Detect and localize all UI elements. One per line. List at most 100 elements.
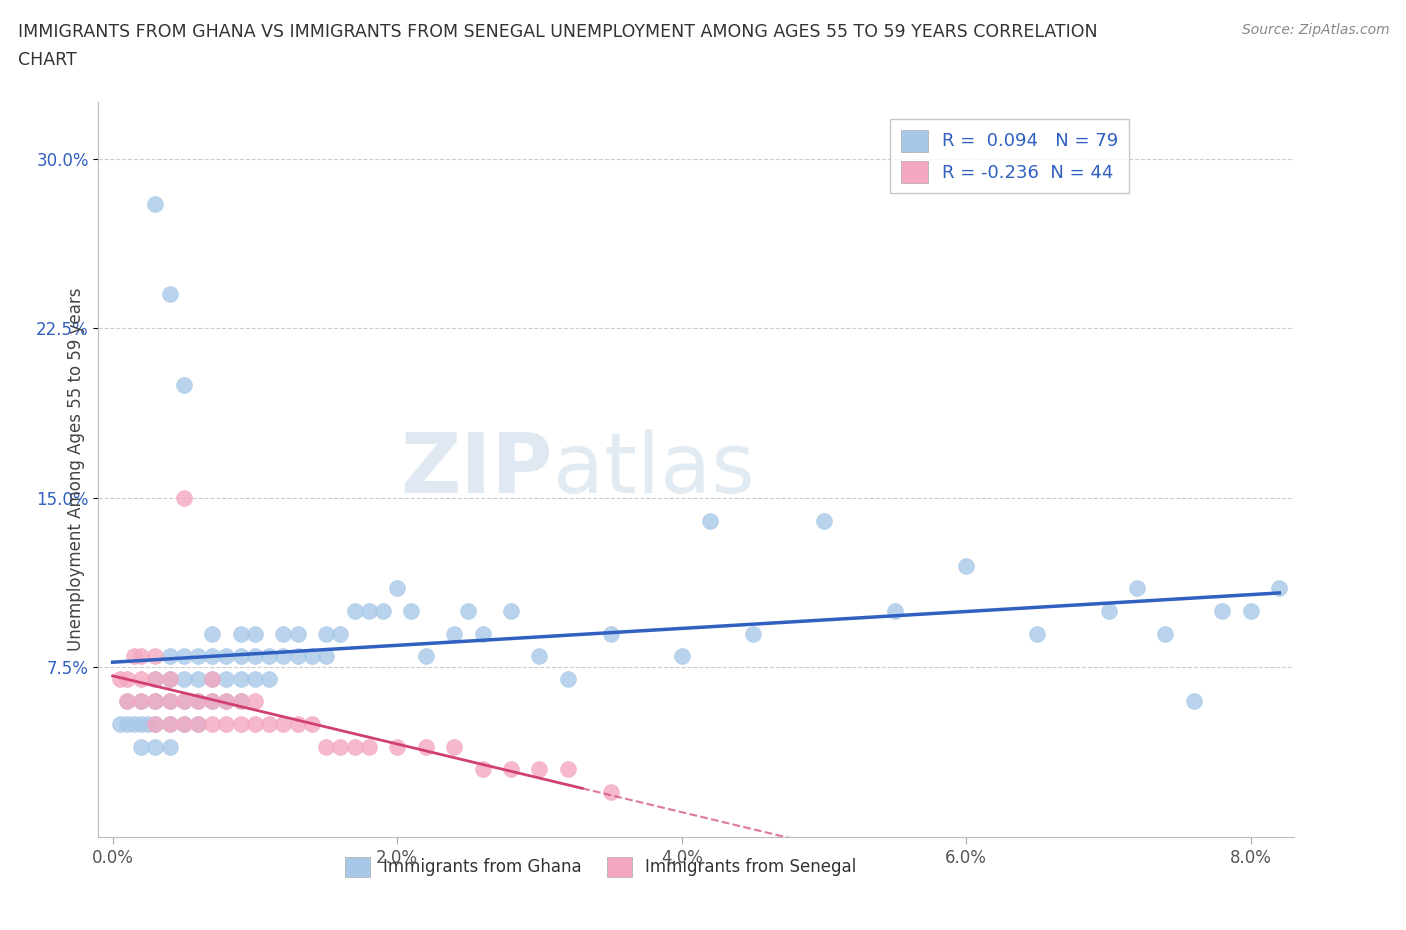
Point xyxy=(187,716,209,731)
Point xyxy=(287,716,309,731)
Point xyxy=(201,626,224,641)
Point xyxy=(159,694,181,709)
Point xyxy=(143,671,166,686)
Point xyxy=(143,649,166,664)
Point xyxy=(315,739,337,754)
Point xyxy=(115,694,138,709)
Point xyxy=(1026,626,1049,641)
Point xyxy=(143,716,166,731)
Y-axis label: Unemployment Among Ages 55 to 59 years: Unemployment Among Ages 55 to 59 years xyxy=(66,288,84,651)
Point xyxy=(273,716,295,731)
Point xyxy=(457,604,479,618)
Point xyxy=(187,694,209,709)
Point xyxy=(415,649,437,664)
Point xyxy=(143,196,166,211)
Point xyxy=(215,671,238,686)
Point xyxy=(173,716,195,731)
Point xyxy=(385,581,409,596)
Point xyxy=(884,604,907,618)
Point xyxy=(215,694,238,709)
Point xyxy=(129,716,152,731)
Point xyxy=(129,649,152,664)
Point xyxy=(115,694,138,709)
Point xyxy=(129,739,152,754)
Point xyxy=(201,649,224,664)
Point xyxy=(173,649,195,664)
Point xyxy=(143,716,166,731)
Point xyxy=(243,649,266,664)
Point xyxy=(122,716,145,731)
Point xyxy=(1182,694,1205,709)
Point xyxy=(215,694,238,709)
Point xyxy=(415,739,437,754)
Point xyxy=(315,649,337,664)
Point xyxy=(243,694,266,709)
Point xyxy=(215,649,238,664)
Point xyxy=(671,649,693,664)
Point xyxy=(229,671,252,686)
Point xyxy=(115,716,138,731)
Point xyxy=(343,604,366,618)
Point xyxy=(229,626,252,641)
Point xyxy=(159,716,181,731)
Point xyxy=(115,671,138,686)
Point xyxy=(173,671,195,686)
Point xyxy=(229,716,252,731)
Point xyxy=(173,490,195,505)
Point xyxy=(201,671,224,686)
Point xyxy=(143,739,166,754)
Point xyxy=(201,671,224,686)
Point xyxy=(215,716,238,731)
Point xyxy=(529,649,551,664)
Point xyxy=(159,739,181,754)
Point xyxy=(273,649,295,664)
Point xyxy=(1240,604,1263,618)
Point xyxy=(143,694,166,709)
Point xyxy=(1126,581,1149,596)
Point xyxy=(108,671,131,686)
Point xyxy=(187,694,209,709)
Text: Source: ZipAtlas.com: Source: ZipAtlas.com xyxy=(1241,23,1389,37)
Point xyxy=(357,739,380,754)
Point xyxy=(371,604,394,618)
Point xyxy=(257,649,280,664)
Point xyxy=(257,716,280,731)
Point xyxy=(273,626,295,641)
Text: ZIP: ZIP xyxy=(401,429,553,511)
Point xyxy=(159,671,181,686)
Point xyxy=(287,626,309,641)
Point xyxy=(1097,604,1119,618)
Point xyxy=(159,671,181,686)
Point xyxy=(471,626,494,641)
Point xyxy=(443,739,465,754)
Point xyxy=(357,604,380,618)
Point xyxy=(129,671,152,686)
Point xyxy=(201,716,224,731)
Point xyxy=(329,739,352,754)
Point xyxy=(108,716,131,731)
Point xyxy=(243,716,266,731)
Point xyxy=(143,671,166,686)
Point xyxy=(343,739,366,754)
Point xyxy=(329,626,352,641)
Point xyxy=(1268,581,1291,596)
Point xyxy=(173,694,195,709)
Point xyxy=(557,762,579,777)
Point xyxy=(1154,626,1177,641)
Point xyxy=(129,694,152,709)
Point xyxy=(315,626,337,641)
Point xyxy=(159,649,181,664)
Point xyxy=(187,716,209,731)
Point xyxy=(471,762,494,777)
Point xyxy=(229,649,252,664)
Point xyxy=(499,762,522,777)
Point xyxy=(599,626,621,641)
Point xyxy=(813,513,835,528)
Point xyxy=(122,649,145,664)
Point xyxy=(129,694,152,709)
Point xyxy=(955,558,977,573)
Point xyxy=(443,626,465,641)
Point xyxy=(557,671,579,686)
Point xyxy=(699,513,721,528)
Point xyxy=(159,694,181,709)
